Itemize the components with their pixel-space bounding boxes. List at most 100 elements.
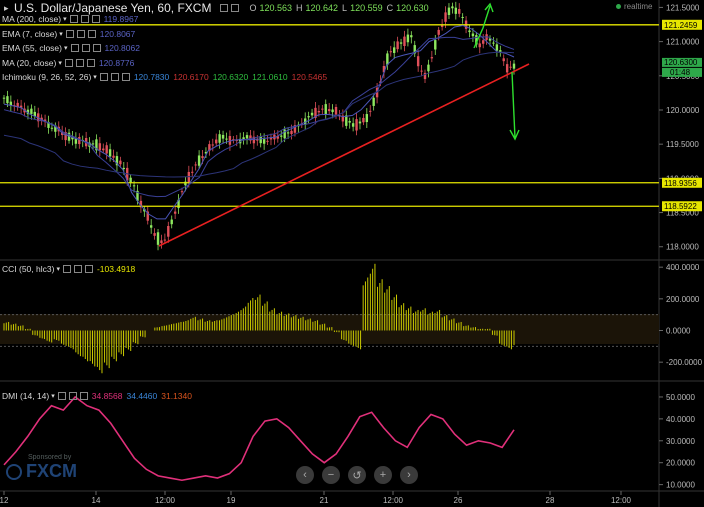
close-icon[interactable] <box>92 44 101 52</box>
dmi-name: DMI (14, 14) <box>2 391 50 401</box>
candle-body <box>447 7 451 15</box>
settings-icon[interactable] <box>57 392 66 400</box>
candle-body <box>461 16 464 18</box>
indicator-value: 120.6320 <box>212 72 249 82</box>
dropdown-icon[interactable]: ▾ <box>58 59 62 67</box>
visibility-icon[interactable] <box>68 392 77 400</box>
candle-body <box>146 211 149 221</box>
ohlc-value-l: 120.559 <box>350 3 383 13</box>
visibility-icon[interactable] <box>76 29 85 38</box>
indicator-name: EMA (7, close) <box>2 28 58 39</box>
candle-body <box>256 139 259 141</box>
close-icon[interactable] <box>79 392 88 400</box>
dropdown-icon[interactable]: ▾ <box>64 45 68 52</box>
candle-body <box>321 108 324 110</box>
collapse-arrow-icon[interactable]: ▸ <box>4 3 9 13</box>
indicator-value: 120.8062 <box>104 43 140 53</box>
y-tick-label: -200.0000 <box>666 358 703 367</box>
candle-body <box>293 125 297 133</box>
candle-body <box>502 58 505 62</box>
dropdown-icon[interactable]: ▾ <box>56 266 60 273</box>
settings-icon[interactable] <box>99 73 108 81</box>
ohlc-value-h: 120.642 <box>305 3 339 13</box>
candle-body <box>488 38 492 41</box>
candle-body <box>314 107 317 119</box>
close-icon[interactable] <box>91 15 100 23</box>
ohlc-key-h: H <box>296 3 303 13</box>
zoom-in-icon[interactable]: + <box>374 466 392 484</box>
visibility-icon[interactable] <box>110 73 119 81</box>
price-tag-label: 121.2459 <box>664 21 698 30</box>
countdown-label: 01:48 <box>670 68 691 77</box>
indicator-row: EMA (7, close) ▾ 120.8067 <box>0 29 135 39</box>
settings-icon[interactable] <box>65 29 74 38</box>
settings-icon[interactable] <box>62 265 71 273</box>
dropdown-icon[interactable]: ▾ <box>63 16 67 23</box>
x-tick-label: 26 <box>454 496 463 505</box>
realtime-label: realtime <box>624 2 653 11</box>
realtime-status: realtime <box>616 2 652 11</box>
current-price-label: 120.6300 <box>664 58 698 67</box>
candle-body <box>509 66 512 68</box>
indicator-value: 120.8776 <box>98 57 135 68</box>
settings-icon[interactable] <box>220 4 229 12</box>
scroll-left-icon[interactable]: ‹ <box>296 466 314 484</box>
candle-body <box>369 110 372 112</box>
settings-icon[interactable] <box>64 58 73 67</box>
candle-body <box>167 225 170 237</box>
dropdown-icon[interactable]: ▾ <box>93 74 97 81</box>
candle-body <box>112 155 115 158</box>
ohlc-readout: O 120.563 H 120.642 L 120.559 C 120.630 <box>245 3 428 13</box>
candle-body <box>197 155 201 166</box>
candle-body <box>9 101 13 106</box>
indicator-value: 120.7830 <box>133 72 170 82</box>
close-icon[interactable] <box>84 265 93 273</box>
realtime-dot-icon <box>616 4 621 9</box>
candle-body <box>358 121 362 124</box>
candle-body <box>410 35 413 38</box>
candle-body <box>290 130 293 135</box>
visibility-icon[interactable] <box>73 265 82 273</box>
candle-body <box>468 30 471 33</box>
scroll-right-icon[interactable]: › <box>400 466 418 484</box>
candle-body <box>139 200 143 208</box>
y-tick-label: 40.0000 <box>666 415 695 424</box>
price-tag-label: 118.5922 <box>664 202 697 211</box>
zoom-out-icon[interactable]: − <box>322 466 340 484</box>
candle-body <box>280 135 283 137</box>
candle-body <box>95 139 98 151</box>
candle-body <box>215 139 218 144</box>
candle-body <box>228 136 232 145</box>
close-icon[interactable] <box>121 73 130 81</box>
visibility-icon[interactable] <box>75 58 84 67</box>
candle-body <box>444 12 447 22</box>
close-icon[interactable] <box>86 58 95 67</box>
close-icon[interactable] <box>87 29 96 38</box>
dropdown-icon[interactable]: ▾ <box>51 393 55 400</box>
candle-body <box>471 33 475 37</box>
indicator-name: MA (200, close) <box>2 14 62 24</box>
price-overlays <box>0 2 659 247</box>
candle-body <box>341 115 345 122</box>
y-tick-label: 120.0000 <box>666 106 700 115</box>
ohlc-key-o: O <box>249 3 257 13</box>
candle-body <box>98 143 102 151</box>
dmi-value: 31.1340 <box>161 391 192 401</box>
candle-body <box>324 104 327 115</box>
candle-body <box>252 136 256 144</box>
price-tag <box>662 177 702 188</box>
visibility-icon[interactable] <box>80 15 89 23</box>
reset-icon[interactable]: ↺ <box>348 466 366 484</box>
settings-icon[interactable] <box>70 44 79 52</box>
chart-title: U.S. Dollar/Japanese Yen, 60, FXCM <box>14 1 212 15</box>
visibility-icon[interactable] <box>81 44 90 52</box>
candle-body <box>396 41 399 50</box>
candle-body <box>102 148 105 151</box>
visibility-icon[interactable] <box>231 4 240 12</box>
candle-body <box>153 233 156 236</box>
candle-body <box>242 137 245 141</box>
settings-icon[interactable] <box>69 15 78 23</box>
dropdown-icon[interactable]: ▾ <box>59 30 63 38</box>
candle-body <box>389 51 392 53</box>
